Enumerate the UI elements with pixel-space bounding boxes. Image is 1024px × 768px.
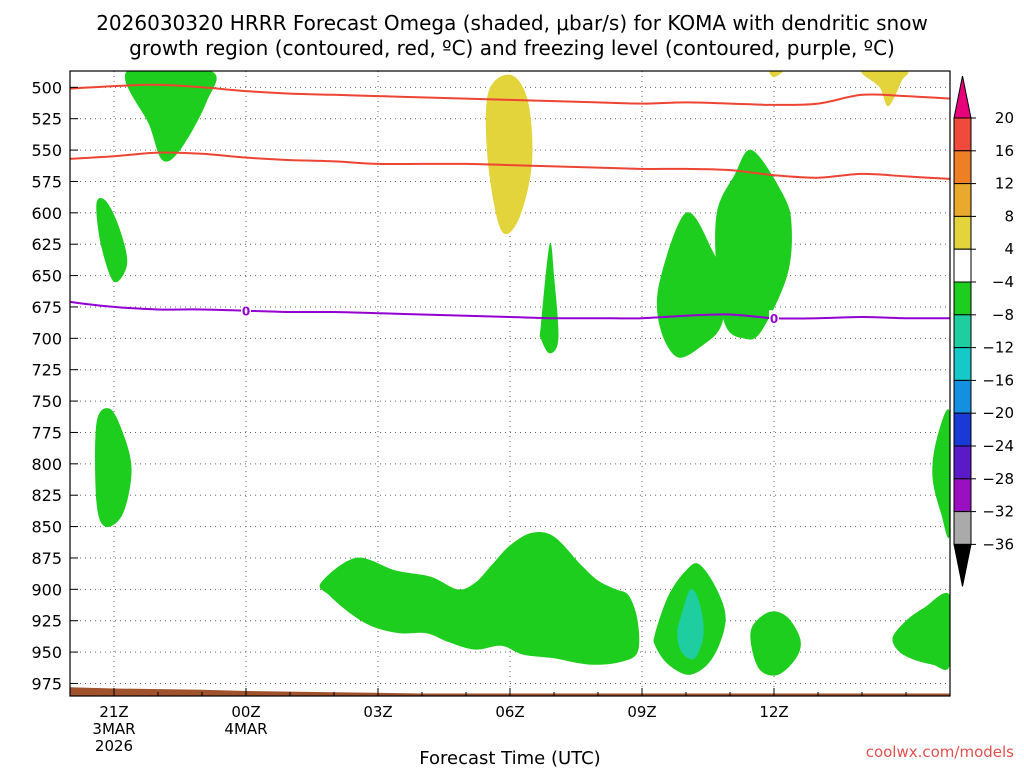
- x-axis-label: Forecast Time (UTC): [419, 748, 600, 768]
- colorbar-label: −28: [982, 470, 1014, 488]
- y-tick-label: 850: [31, 518, 62, 537]
- colorbar-swatch: [953, 248, 972, 283]
- plot-area: 00: [69, 70, 951, 697]
- y-tick-label: 575: [31, 172, 62, 191]
- colorbar-swatch: [953, 183, 972, 217]
- colorbar-swatch: [953, 511, 972, 545]
- y-tick-label: 675: [31, 298, 62, 317]
- colorbar-swatch: [953, 445, 972, 480]
- x-tick-label: 12Z: [759, 703, 788, 721]
- colorbar-label: −12: [982, 339, 1014, 357]
- colorbar-label: −20: [982, 404, 1014, 422]
- y-tick-label: 725: [31, 361, 62, 380]
- colorbar-swatch: [953, 117, 972, 152]
- freezing-level-line: [70, 300, 950, 320]
- omega-region--4to-8: [750, 611, 801, 676]
- omega-region--8to-12: [677, 588, 704, 660]
- colorbar-label: −8: [992, 306, 1014, 324]
- contour-lines: 00: [70, 83, 950, 326]
- y-tick-label: 525: [31, 110, 62, 129]
- y-tick-label: 700: [31, 329, 62, 348]
- colorbar-label: 12: [995, 175, 1014, 193]
- freezing-level-label: 0: [242, 305, 250, 319]
- omega-region--4to-8: [715, 149, 792, 340]
- y-tick-label: 550: [31, 141, 62, 160]
- colorbar-label: −16: [982, 371, 1014, 389]
- colorbar: 20 16 12 8 4 −4 −8 −12 −16 −20 −24 −28 −32 −36: [953, 75, 1014, 587]
- colorbar-swatch: [953, 379, 972, 414]
- credit-text: coolwx.com/models: [866, 743, 1014, 761]
- x-tick-label: 21Z: [99, 703, 128, 721]
- omega-region-4to8: [769, 71, 783, 78]
- colorbar-swatch: [953, 215, 972, 250]
- x-tick-label: 4MAR: [224, 720, 267, 738]
- colorbar-label: −4: [992, 273, 1014, 291]
- y-tick-label: 775: [31, 423, 62, 442]
- y-axis: 500 525 550 575 600 625 650 675 700 725 750 775 800 8…: [31, 78, 78, 693]
- chart-title-line-1: 2026030320 HRRR Forecast Omega (shaded, …: [96, 11, 928, 35]
- colorbar-swatch: [953, 412, 972, 447]
- omega-region-4to8: [485, 74, 533, 235]
- x-tick-label: 2026: [95, 737, 133, 755]
- chart-title-line-2: growth region (contoured, red, ºC) and f…: [129, 36, 895, 60]
- y-tick-label: 975: [31, 674, 62, 693]
- colorbar-label: 8: [1004, 207, 1014, 225]
- y-tick-label: 875: [31, 549, 62, 568]
- omega-region--4to-8: [125, 71, 217, 162]
- y-tick-label: 625: [31, 235, 62, 254]
- colorbar-swatch: [953, 314, 972, 349]
- omega-region--4to-8: [932, 409, 950, 539]
- omega-region--4to-8: [539, 242, 559, 354]
- y-tick-label: 800: [31, 455, 62, 474]
- colorbar-swatch: [953, 347, 972, 381]
- y-tick-label: 900: [31, 580, 62, 599]
- colorbar-label: −24: [982, 437, 1014, 455]
- y-tick-label: 650: [31, 267, 62, 286]
- x-tick-label: 06Z: [495, 703, 524, 721]
- omega-region--4to-8: [95, 408, 132, 528]
- omega-shaded-regions: [95, 71, 950, 676]
- colorbar-bottom-triangle: [953, 543, 972, 587]
- freezing-label-bg: [241, 302, 251, 318]
- x-tick-label: 09Z: [627, 703, 656, 721]
- colorbar-swatch: [953, 150, 972, 185]
- y-tick-label: 825: [31, 486, 62, 505]
- omega-region--4to-8: [319, 532, 640, 665]
- colorbar-label: 4: [1004, 240, 1014, 258]
- omega-region--4to-8: [892, 593, 950, 670]
- colorbar-top-triangle: [953, 75, 972, 119]
- y-tick-label: 925: [31, 612, 62, 631]
- x-tick-label: 3MAR: [92, 720, 135, 738]
- omega-region--4to-8: [96, 197, 128, 283]
- dendritic-growth-line: [70, 83, 950, 106]
- y-tick-label: 600: [31, 204, 62, 223]
- x-tick-label: 03Z: [363, 703, 392, 721]
- y-tick-label: 750: [31, 392, 62, 411]
- colorbar-label: 16: [995, 142, 1014, 160]
- y-tick-label: 950: [31, 643, 62, 662]
- x-tick-label: 00Z: [231, 703, 260, 721]
- colorbar-label: 20: [995, 109, 1014, 127]
- freezing-label-bg: [769, 310, 779, 326]
- y-tick-label: 500: [31, 78, 62, 97]
- freezing-level-label: 0: [770, 312, 778, 326]
- colorbar-label: −32: [982, 503, 1014, 521]
- omega-region-4to8: [861, 71, 909, 107]
- omega-region--4to-8: [656, 212, 727, 358]
- colorbar-swatch: [953, 478, 972, 513]
- colorbar-swatch: [953, 281, 972, 316]
- colorbar-label: −36: [982, 535, 1014, 553]
- dendritic-growth-line: [70, 151, 950, 180]
